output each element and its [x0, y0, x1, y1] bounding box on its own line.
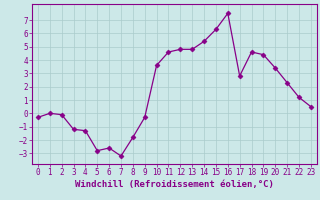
X-axis label: Windchill (Refroidissement éolien,°C): Windchill (Refroidissement éolien,°C) — [75, 180, 274, 189]
